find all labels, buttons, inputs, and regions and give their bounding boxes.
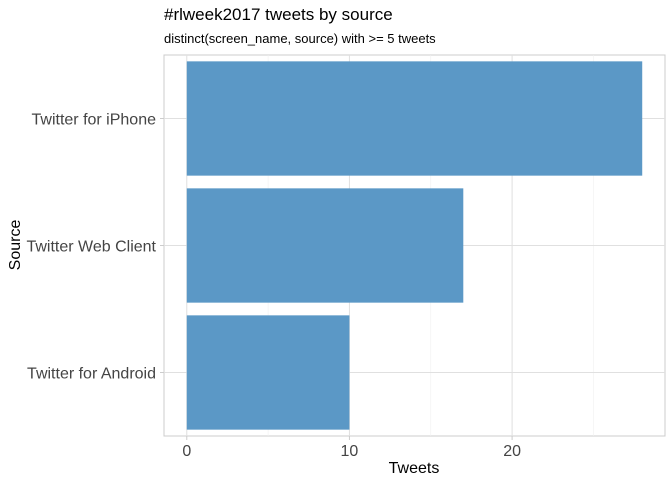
y-axis-label: Source (7, 220, 24, 271)
x-tick-label-0: 0 (182, 443, 191, 460)
bar-1 (186, 188, 464, 303)
y-tick-labels: Twitter for iPhone Twitter Web Client Twit… (26, 112, 164, 383)
y-tick-label-2: Twitter for Android (27, 366, 156, 383)
y-tick-label-0: Twitter for iPhone (32, 112, 157, 129)
chart-title: #rlweek2017 tweets by source (164, 5, 393, 24)
bar-2 (186, 315, 350, 430)
x-tick-labels: 0 10 20 (182, 436, 521, 460)
y-tick-label-1: Twitter Web Client (26, 239, 156, 256)
chart-subtitle: distinct(screen_name, source) with >= 5 … (164, 31, 436, 46)
bar-0 (186, 61, 643, 176)
bars (186, 61, 643, 430)
x-tick-label-2: 20 (503, 443, 521, 460)
x-axis-label: Tweets (389, 460, 440, 477)
x-tick-label-1: 10 (341, 443, 359, 460)
